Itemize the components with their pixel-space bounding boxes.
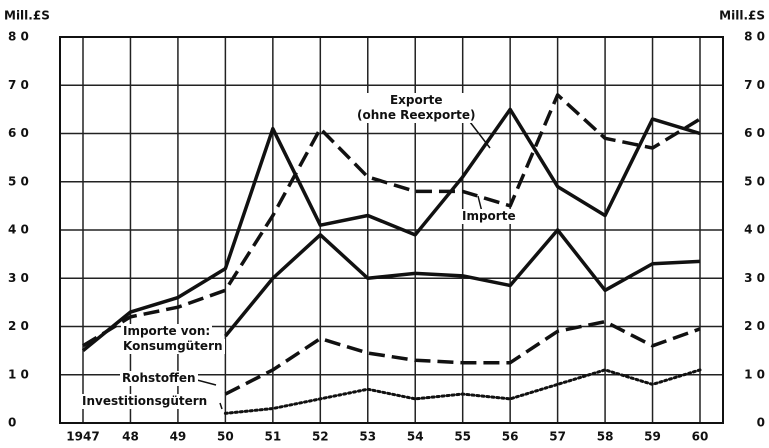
y-tick-label: 3 0 xyxy=(8,271,29,285)
x-tick-label: 51 xyxy=(264,430,281,444)
x-tick-label: 52 xyxy=(312,430,329,444)
y2-tick-label: 6 0 xyxy=(744,126,765,140)
x-tick-label: 53 xyxy=(359,430,376,444)
x-tick-label: 55 xyxy=(454,430,471,444)
series-label: Rohstoffen xyxy=(120,371,198,386)
x-tick-label: 60 xyxy=(692,430,709,444)
y-tick-label: 7 0 xyxy=(8,78,29,92)
x-tick-label: 57 xyxy=(549,430,566,444)
x-tick-label: 54 xyxy=(407,430,424,444)
y2-tick-label: 8 0 xyxy=(744,30,765,44)
series-line xyxy=(81,107,701,352)
series-label: Exporte (ohne Reexporte) xyxy=(355,93,478,123)
x-tick-label: 59 xyxy=(644,430,661,444)
y2-tick-label: 4 0 xyxy=(744,223,765,237)
x-tick-label: 50 xyxy=(217,430,234,444)
y-tick-label: 5 0 xyxy=(8,174,29,188)
series-line xyxy=(223,368,702,415)
y-tick-label: 0 xyxy=(8,416,16,430)
series-line xyxy=(224,319,701,396)
y2-axis-label: Mill.£S xyxy=(719,9,765,23)
y2-tick-label: 3 0 xyxy=(744,271,765,285)
y2-tick-label: 5 0 xyxy=(744,174,765,188)
x-tick-label: 1947 xyxy=(66,430,99,444)
series-label: Importe xyxy=(460,209,518,224)
y-tick-label: 4 0 xyxy=(8,223,29,237)
y-tick-label: 8 0 xyxy=(8,30,29,44)
y2-tick-label: 0 xyxy=(757,416,765,430)
leader-line xyxy=(196,379,217,386)
y-axis-label: Mill.£S xyxy=(4,9,50,23)
x-tick-label: 49 xyxy=(170,430,187,444)
y-tick-label: 6 0 xyxy=(8,126,29,140)
y-tick-label: 1 0 xyxy=(8,367,29,381)
y2-tick-label: 1 0 xyxy=(744,367,765,381)
y2-tick-label: 2 0 xyxy=(744,319,765,333)
series-label: Investitionsgütern xyxy=(80,394,210,409)
x-tick-label: 56 xyxy=(502,430,519,444)
series-label: Konsumgütern xyxy=(121,339,225,354)
series-line xyxy=(224,228,701,338)
leader-line xyxy=(219,402,223,410)
plot-frame xyxy=(59,36,724,424)
x-tick-label: 58 xyxy=(597,430,614,444)
y2-tick-label: 7 0 xyxy=(744,78,765,92)
x-tick-label: 48 xyxy=(122,430,139,444)
annotation: Importe von: xyxy=(121,324,213,339)
leader-line xyxy=(469,121,491,149)
series-line xyxy=(82,93,701,348)
y-tick-label: 2 0 xyxy=(8,319,29,333)
